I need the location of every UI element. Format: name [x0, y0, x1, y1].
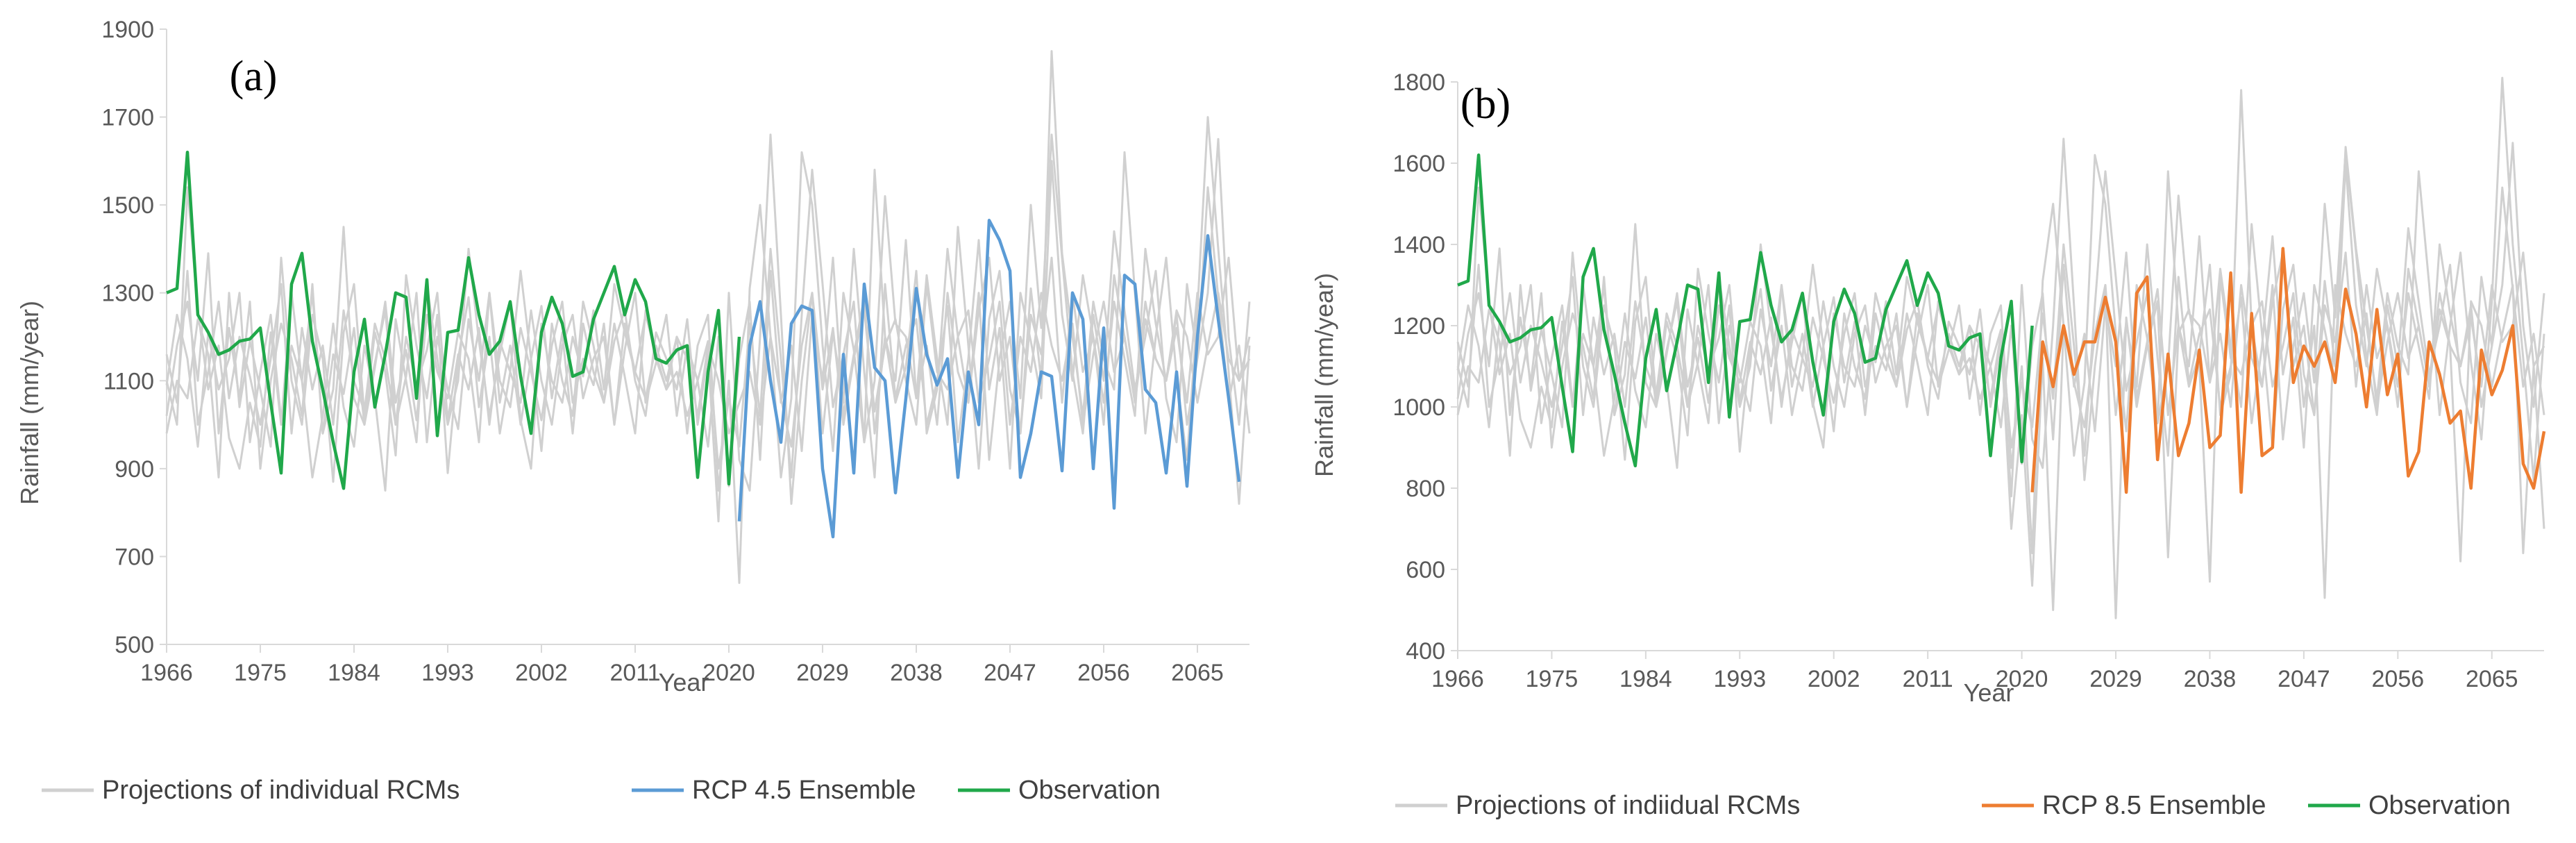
chart-a-series — [165, 50, 1251, 584]
series-line-rcm-1-a — [165, 50, 1251, 505]
x-tick-label-b: 2065 — [2466, 666, 2518, 692]
x-tick-label-a: 2020 — [702, 660, 755, 686]
y-tick-label-b: 600 — [1406, 557, 1445, 583]
chart-a-axes — [166, 29, 1249, 645]
y-tick-label-a: 700 — [115, 544, 154, 570]
legend-a: Projections of individual RCMs RCP 4.5 En… — [42, 776, 1161, 805]
y-tick-label-a: 1100 — [103, 368, 154, 394]
legend-label-a-2: Observation — [1018, 776, 1161, 805]
y-tick-label-b: 1600 — [1392, 151, 1445, 177]
series-line-rcm-1-b — [1456, 76, 2545, 481]
legend-label-b-1: RCP 8.5 Ensemble — [2042, 791, 2266, 820]
x-tick-label-b: 1984 — [1619, 666, 1672, 692]
legend-label-b-2: Observation — [2368, 791, 2511, 820]
x-tick-label-a: 2011 — [609, 660, 660, 686]
x-tick-label-b: 2029 — [2089, 666, 2142, 692]
x-tick-label-a: 2065 — [1171, 660, 1224, 686]
y-tick-label-b: 1200 — [1392, 313, 1445, 340]
x-tick-label-b: 2047 — [2278, 666, 2330, 692]
x-tick-label-b: 1993 — [1713, 666, 1766, 692]
panel-label-a: (a) — [230, 53, 278, 100]
legend-label-a-1: RCP 4.5 Ensemble — [692, 776, 916, 805]
legend-b: Projections of indiidual RCMs RCP 8.5 Ens… — [1395, 791, 2511, 820]
y-tick-label-b: 800 — [1406, 476, 1445, 502]
y-tick-label-b: 1800 — [1392, 69, 1445, 96]
legend-label-a-0: Projections of individual RCMs — [102, 776, 460, 805]
y-tick-label-a: 1700 — [101, 105, 154, 131]
x-tick-label-b: 2020 — [1996, 666, 2048, 692]
x-tick-label-a: 2038 — [890, 660, 943, 686]
x-tick-label-b: 1966 — [1431, 666, 1484, 692]
x-tick-label-a: 2029 — [796, 660, 849, 686]
y-tick-label-b: 400 — [1406, 638, 1445, 665]
y-tick-label-b: 1400 — [1392, 232, 1445, 258]
chart-b-ticks: 400 600 800 1000 1200 1400 1600 1800 1966 1975 198… — [1392, 69, 2518, 692]
y-tick-label-a: 1300 — [101, 281, 154, 307]
y-axis-title-b: Rainfall (mm/year) — [1310, 273, 1338, 477]
y-tick-label-a: 1900 — [101, 17, 154, 43]
x-tick-label-a: 1975 — [234, 660, 287, 686]
x-tick-label-a: 2002 — [515, 660, 568, 686]
x-tick-label-a: 2056 — [1077, 660, 1130, 686]
chart-a-svg: 500 700 900 1100 1300 1500 1700 1900 1966 1975 198… — [15, 17, 1251, 805]
x-tick-label-a: 1984 — [328, 660, 380, 686]
panel-label-b: (b) — [1460, 81, 1510, 128]
x-tick-label-a: 1993 — [421, 660, 474, 686]
x-tick-label-b: 2038 — [2184, 666, 2237, 692]
x-tick-label-b: 1975 — [1526, 666, 1579, 692]
panel-a-chart: 500 700 900 1100 1300 1500 1700 1900 1966 1975 198… — [15, 17, 1251, 805]
y-axis-title-a: Rainfall (mm/year) — [15, 301, 44, 505]
series-line-observation-a — [166, 150, 741, 490]
y-tick-label-a: 500 — [115, 632, 154, 658]
x-axis-title-b: Year — [1964, 678, 2014, 707]
series-line-observation-b — [1457, 153, 2034, 468]
y-tick-label-b: 1000 — [1392, 394, 1445, 421]
x-axis-title-a: Year — [659, 668, 709, 696]
chart-a-ticks: 500 700 900 1100 1300 1500 1700 1900 1966 1975 198… — [101, 17, 1223, 686]
x-tick-label-b: 2056 — [2372, 666, 2425, 692]
series-line-rcm-2-b — [1456, 89, 2545, 555]
x-tick-label-b: 2002 — [1808, 666, 1860, 692]
x-tick-label-b: 2011 — [1903, 666, 1953, 692]
x-tick-label-a: 2047 — [984, 660, 1036, 686]
legend-label-b-0: Projections of indiidual RCMs — [1456, 791, 1800, 820]
y-tick-label-a: 1500 — [101, 192, 154, 219]
panel-b-chart: 400 600 800 1000 1200 1400 1600 1800 1966 1975 198… — [1288, 0, 2576, 843]
x-tick-label-a: 1966 — [140, 660, 193, 686]
chart-b-svg: 400 600 800 1000 1200 1400 1600 1800 1966 1975 198… — [1310, 69, 2546, 820]
series-line-rcp-8-5-ensemble-b — [2030, 247, 2546, 494]
series-line-rcm-4-b — [1456, 235, 2545, 465]
series-line-rcp-4-5-ensemble-a — [737, 219, 1241, 539]
y-tick-label-a: 900 — [115, 456, 154, 483]
series-line-rcm-5-b — [1456, 263, 2545, 619]
chart-b-series — [1456, 76, 2546, 619]
